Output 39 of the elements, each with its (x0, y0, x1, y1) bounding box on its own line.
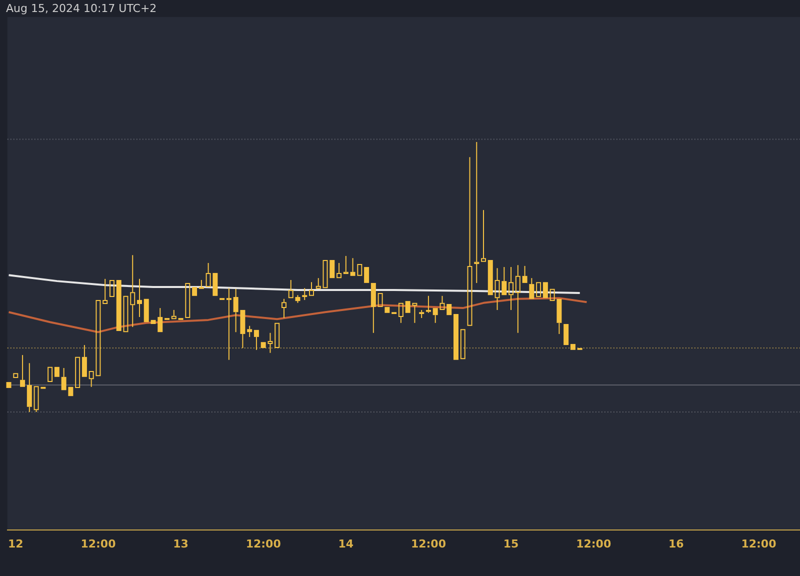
candlestick (198, 279, 204, 289)
candlestick (467, 156, 472, 326)
candlestick (343, 255, 348, 274)
candlestick (26, 362, 32, 413)
candlestick (281, 298, 286, 319)
candlestick (137, 278, 142, 318)
x-tick-label: 12:00 (80, 537, 116, 550)
x-tick-label: 12:00 (410, 537, 446, 550)
x-tick-label: 13 (173, 537, 188, 550)
candlestick (316, 278, 321, 289)
candlestick (515, 264, 520, 334)
candlestick (529, 278, 534, 299)
x-tick-label: 12:00 (741, 537, 777, 550)
x-tick-label: 12:00 (246, 537, 282, 550)
candlestick (398, 302, 404, 324)
candlestick (336, 262, 342, 278)
x-tick-label: 12 (8, 537, 24, 550)
candlestick (226, 288, 232, 360)
candlestick (426, 295, 431, 314)
x-tick-label: 14 (338, 537, 354, 550)
candlestick (254, 330, 259, 350)
x-tick-label: 15 (503, 537, 519, 550)
candlestick (508, 266, 514, 310)
candlestick (522, 265, 528, 283)
x-tick-label: 12:00 (576, 537, 612, 550)
candlestick (309, 282, 314, 296)
candlestick (130, 254, 136, 328)
text: Aug 15, 2024 10:17 UTC+2 (6, 2, 157, 15)
candlestick (419, 309, 424, 319)
candlestick (171, 309, 176, 320)
candlestick (102, 278, 108, 304)
candlestick (474, 142, 480, 284)
candlestick (302, 288, 308, 300)
candlestick (247, 325, 252, 338)
candlestick (20, 354, 26, 387)
candlestick (370, 282, 376, 334)
candlestick (481, 210, 486, 262)
candlestick (82, 344, 87, 377)
x-tick-label: 16 (668, 537, 684, 550)
